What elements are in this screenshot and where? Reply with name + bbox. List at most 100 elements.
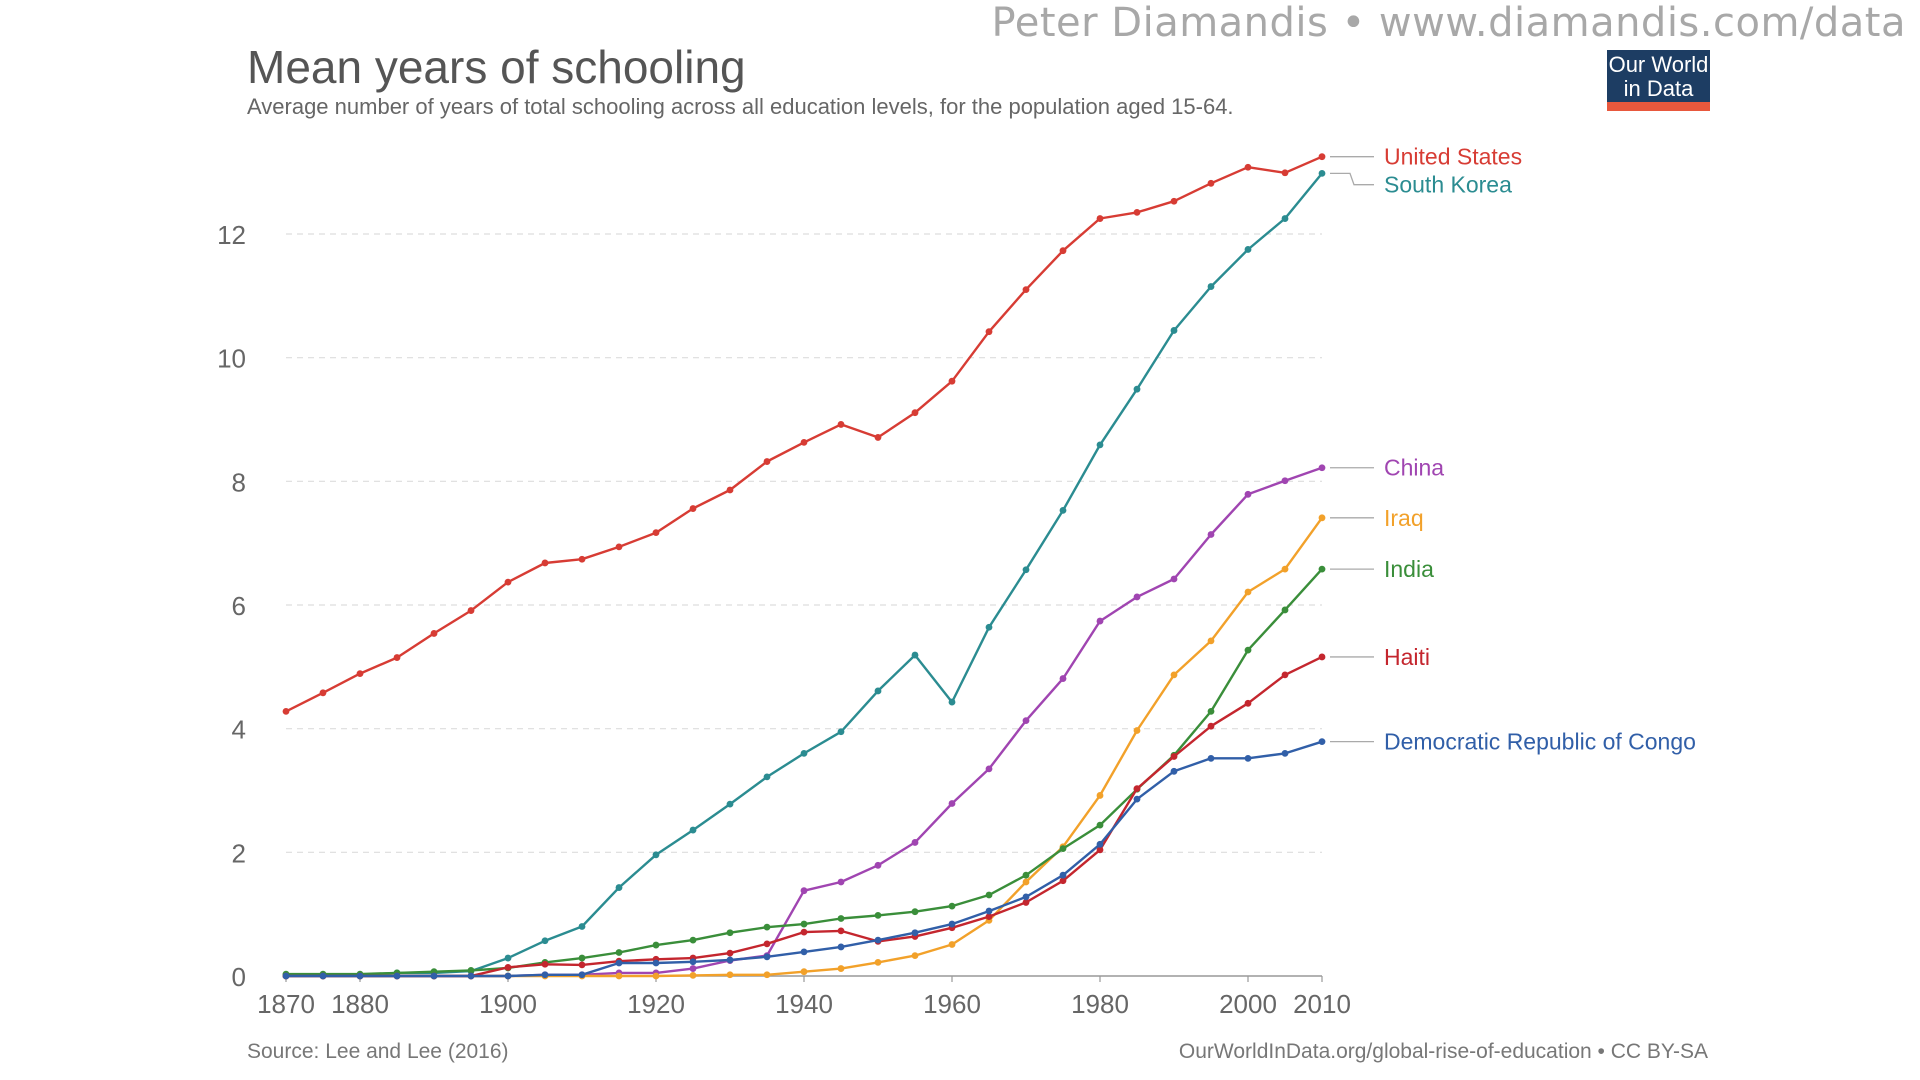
data-point [467, 967, 475, 974]
data-point [689, 826, 697, 834]
data-point [911, 651, 919, 659]
data-point [1318, 153, 1326, 161]
series-label: Democratic Republic of Congo [1384, 729, 1696, 755]
chart-title: Mean years of schooling [247, 41, 746, 93]
data-point [578, 555, 586, 563]
data-point [1244, 588, 1252, 596]
data-point [1318, 565, 1326, 573]
data-point [726, 800, 734, 808]
owid-logo[interactable]: Our World in Data [1607, 50, 1710, 110]
data-point [837, 728, 845, 736]
data-point [1022, 871, 1030, 879]
data-point [1281, 606, 1289, 614]
data-point [578, 971, 586, 979]
data-point [689, 936, 697, 944]
data-point [578, 961, 586, 969]
series-line [286, 740, 1323, 978]
data-point [689, 965, 697, 972]
data-point [1281, 215, 1289, 222]
data-point [874, 936, 882, 944]
data-point [541, 937, 549, 945]
data-point [1133, 727, 1141, 734]
logo-accent-bar [1607, 102, 1710, 111]
data-point [1096, 792, 1104, 799]
data-point [1207, 283, 1215, 290]
data-point [726, 929, 734, 937]
data-point [800, 968, 808, 976]
data-point [1022, 566, 1030, 574]
series-label: South Korea [1384, 172, 1512, 198]
data-point [1170, 671, 1178, 679]
data-point [911, 908, 919, 916]
data-point [948, 941, 956, 948]
data-point [1022, 286, 1030, 294]
data-point [1281, 477, 1289, 485]
data-point [1059, 675, 1067, 682]
data-point [615, 543, 623, 551]
data-point [985, 328, 993, 336]
series-label: China [1384, 455, 1444, 481]
x-tick-label: 2010 [1293, 989, 1351, 1019]
data-point [726, 486, 734, 494]
x-tick-label: 1880 [331, 989, 389, 1019]
data-point [763, 923, 771, 931]
data-point [911, 409, 919, 417]
legend-leader [1330, 172, 1374, 186]
source-link[interactable]: OurWorldInData.org/global-rise-of-educat… [1178, 1040, 1708, 1063]
data-point [874, 687, 882, 695]
data-point [1207, 531, 1215, 538]
data-point [1133, 795, 1141, 803]
x-tick-label: 1960 [923, 989, 981, 1019]
data-point [763, 953, 771, 961]
source-note: Source: Lee and Lee (2016) [247, 1040, 509, 1063]
data-point [1096, 846, 1104, 854]
data-point [356, 670, 364, 678]
data-point [1318, 170, 1326, 177]
data-point [726, 956, 734, 964]
data-point [467, 607, 475, 614]
data-point [1170, 197, 1178, 205]
chart-subtitle: Average number of years of total schooli… [247, 94, 1234, 119]
data-point [948, 920, 956, 928]
data-point [467, 972, 475, 980]
data-point [837, 943, 845, 951]
y-tick-label: 4 [232, 715, 246, 745]
y-tick-label: 2 [232, 838, 246, 868]
data-point [541, 559, 549, 567]
data-point [948, 698, 956, 706]
data-point [1244, 699, 1252, 707]
data-point [1059, 845, 1067, 853]
data-point [1244, 163, 1252, 171]
data-point [1244, 646, 1252, 654]
data-point [319, 689, 327, 697]
data-point [763, 940, 771, 948]
series-line [286, 517, 1323, 978]
data-point [837, 421, 845, 428]
data-point [1207, 179, 1215, 187]
data-point [1022, 893, 1030, 901]
data-point [319, 972, 327, 980]
data-point [689, 505, 697, 512]
data-point [1244, 490, 1252, 498]
series-line [286, 172, 1323, 976]
data-point [911, 952, 919, 959]
x-tick-label: 1980 [1071, 989, 1129, 1019]
data-point [800, 928, 808, 936]
data-point [615, 972, 623, 980]
data-point [430, 972, 438, 980]
data-point [578, 954, 586, 962]
data-point [615, 949, 623, 956]
data-point [1096, 821, 1104, 829]
data-point [763, 971, 771, 979]
y-tick-label: 12 [217, 220, 246, 250]
data-point [948, 800, 956, 807]
data-point [911, 839, 919, 846]
data-point [985, 623, 993, 631]
data-point [504, 963, 512, 971]
data-point [1170, 767, 1178, 775]
data-point [1318, 738, 1326, 746]
data-point [874, 958, 882, 966]
data-point [615, 959, 623, 967]
data-point [504, 578, 512, 586]
data-point [837, 878, 845, 886]
